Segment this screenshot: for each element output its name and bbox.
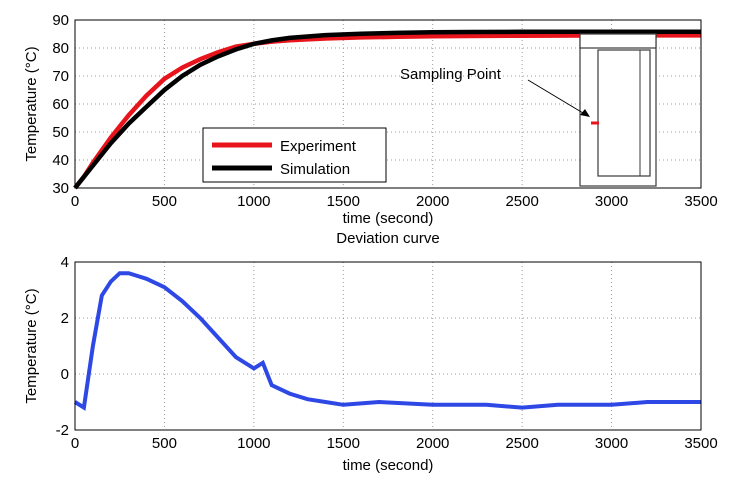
top-chart: 0 500 1000 1500 2000 2500 3000 3500 30 40 50 60 70 8… [23, 12, 718, 227]
top-plot-frame [74, 19, 702, 189]
bottom-chart-title: Deviation curve [336, 230, 439, 247]
top-x-tick-labels: 0 500 1000 1500 2000 2500 3000 3500 [71, 193, 718, 210]
bottom-x-tick-label: 2000 [416, 435, 449, 452]
bottom-x-tick-label: 1000 [237, 435, 270, 452]
bottom-grid [75, 262, 701, 430]
top-y-tick-label: 70 [52, 68, 69, 85]
inset-inner-frame [597, 49, 651, 177]
bottom-y-tick-labels: -2 0 2 4 [56, 254, 69, 439]
top-y-tick-labels: 30 40 50 60 70 80 90 [52, 12, 69, 197]
top-x-tick-label: 0 [71, 193, 79, 210]
top-y-tick-label: 40 [52, 152, 69, 169]
top-y-tick-label: 90 [52, 12, 69, 29]
top-x-tick-label: 500 [152, 193, 177, 210]
bottom-x-tick-labels: 0 500 1000 1500 2000 2500 3000 3500 [71, 435, 718, 452]
bottom-x-tick-label: 3000 [595, 435, 628, 452]
bottom-plot-frame [74, 261, 702, 431]
bottom-x-tick-label: 500 [152, 435, 177, 452]
inset-top-bar [579, 33, 657, 49]
simulation-series-line [73, 29, 701, 190]
arrow-head [580, 109, 590, 117]
bottom-y-tick-label: 4 [61, 254, 69, 271]
bottom-x-tick-label: 2500 [505, 435, 538, 452]
bottom-y-tick-label: -2 [56, 422, 69, 439]
top-y-tick-label: 30 [52, 180, 69, 197]
top-y-tick-label: 80 [52, 40, 69, 57]
deviation-series-line [73, 271, 701, 411]
top-x-tick-label: 2500 [505, 193, 538, 210]
sampling-inset: Sampling Point [400, 33, 657, 187]
top-y-tick-label: 60 [52, 96, 69, 113]
bottom-y-tick-label: 2 [61, 310, 69, 327]
top-x-tick-label: 3000 [595, 193, 628, 210]
sampling-point-arrow [527, 79, 589, 117]
bottom-y-tick-label: 0 [61, 366, 69, 383]
top-y-tick-label: 50 [52, 124, 69, 141]
top-x-tick-label: 1000 [237, 193, 270, 210]
bottom-y-axis-label: Temperature (°C) [23, 288, 40, 403]
top-x-axis-label: time (second) [343, 210, 434, 227]
top-y-axis-label: Temperature (°C) [23, 46, 40, 161]
top-x-tick-label: 3500 [684, 193, 717, 210]
bottom-x-tick-label: 3500 [684, 435, 717, 452]
bottom-x-tick-label: 1500 [327, 435, 360, 452]
bottom-x-axis-label: time (second) [343, 457, 434, 474]
legend-experiment-label: Experiment [280, 138, 357, 155]
sampling-point-label: Sampling Point [400, 66, 502, 83]
legend-box [202, 127, 387, 183]
bottom-x-tick-label: 0 [71, 435, 79, 452]
top-legend: Experiment Simulation [202, 127, 387, 183]
top-x-tick-label: 2000 [416, 193, 449, 210]
bottom-chart: Deviation curve 0 500 1000 1500 2000 2500 3000… [23, 230, 718, 474]
legend-simulation-label: Simulation [280, 161, 350, 178]
top-x-tick-label: 1500 [327, 193, 360, 210]
